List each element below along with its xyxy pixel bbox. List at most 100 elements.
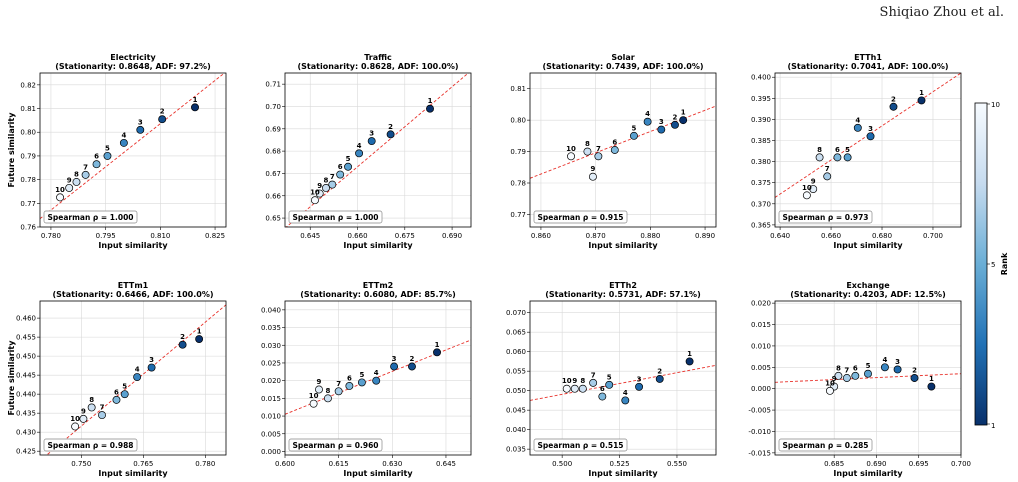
y-tick-label: 0.400 <box>751 74 771 82</box>
y-tick-label: 0.055 <box>506 368 526 376</box>
x-tick-label: 0.525 <box>610 460 630 468</box>
y-tick-label: 0.060 <box>506 348 526 356</box>
data-point-rank-6 <box>833 153 842 162</box>
y-tick-label: 0.70 <box>265 103 281 111</box>
y-tick-label: 0.015 <box>261 395 281 403</box>
point-label-rank-8: 8 <box>836 364 841 372</box>
point-label-rank-10: 10 <box>310 189 320 197</box>
panel-subtitle: (Stationarity: 0.7439, ADF: 100.0%) <box>542 62 703 71</box>
point-label-rank-8: 8 <box>325 387 330 395</box>
data-point-rank-9 <box>809 185 818 193</box>
point-label-rank-3: 3 <box>895 358 900 366</box>
point-label-rank-2: 2 <box>891 95 896 103</box>
data-point-rank-4 <box>355 149 364 158</box>
y-tick-label: 0.76 <box>20 224 36 232</box>
y-tick-label: 0.070 <box>506 309 526 317</box>
data-point-rank-3 <box>635 382 644 391</box>
data-point-rank-4 <box>133 373 142 381</box>
regression-line <box>40 73 226 220</box>
data-point-rank-3 <box>893 365 902 374</box>
data-point-rank-8 <box>72 178 81 186</box>
x-tick-label: 0.640 <box>770 232 790 240</box>
y-tick-label: 0.77 <box>20 200 36 208</box>
point-label-rank-5: 5 <box>122 383 127 391</box>
regression-line <box>530 364 716 401</box>
axes-frame <box>774 72 962 228</box>
x-tick-label: 0.870 <box>586 232 606 240</box>
point-label-rank-6: 6 <box>612 139 617 147</box>
regression-line <box>775 373 961 383</box>
data-point-rank-7 <box>328 180 337 189</box>
x-axis-label: Input similarity <box>588 469 658 478</box>
data-point-rank-7 <box>594 152 603 161</box>
point-label-rank-4: 4 <box>374 369 379 377</box>
point-label-rank-1: 1 <box>428 97 433 105</box>
data-point-rank-10 <box>567 152 575 161</box>
colorbar: 10 5 1 Rank <box>974 101 1009 430</box>
spearman-text: Spearman ρ = 0.285 <box>782 441 868 450</box>
x-tick-label: 0.890 <box>695 232 715 240</box>
point-label-rank-10: 10 <box>70 415 80 423</box>
point-label-rank-5: 5 <box>346 155 351 163</box>
point-label-rank-3: 3 <box>659 118 664 126</box>
panel-subtitle: (Stationarity: 0.6466, ADF: 100.0%) <box>52 290 213 299</box>
panel-title: ETTm1 <box>118 281 149 290</box>
x-tick-label: 0.675 <box>395 232 415 240</box>
data-point-rank-7 <box>334 387 343 396</box>
data-point-rank-6 <box>92 160 101 169</box>
spearman-text: Spearman ρ = 0.915 <box>537 213 623 222</box>
y-tick-label: 0.390 <box>751 116 771 124</box>
point-label-rank-9: 9 <box>832 375 837 383</box>
regression-line <box>530 105 716 179</box>
point-label-rank-3: 3 <box>868 125 873 133</box>
x-tick-label: 0.630 <box>382 460 402 468</box>
point-label-rank-5: 5 <box>105 144 110 152</box>
point-label-rank-7: 7 <box>330 173 335 181</box>
y-tick-label: 0.020 <box>751 300 771 308</box>
point-label-rank-3: 3 <box>392 355 397 363</box>
x-tick-label: 0.660 <box>821 232 841 240</box>
data-point-rank-5 <box>864 369 872 378</box>
y-tick-label: 0.025 <box>261 359 281 367</box>
data-point-rank-4 <box>853 123 862 132</box>
data-point-rank-10 <box>56 193 65 202</box>
point-label-rank-4: 4 <box>121 131 126 139</box>
y-tick-label: 0.65 <box>265 215 281 223</box>
x-tick-label: 0.600 <box>275 460 295 468</box>
data-point-rank-8 <box>322 183 330 192</box>
data-point-rank-4 <box>880 363 889 372</box>
data-point-rank-3 <box>136 125 145 134</box>
data-point-rank-6 <box>112 395 121 404</box>
panel-subtitle: (Stationarity: 0.7041, ADF: 100.0%) <box>787 62 948 71</box>
point-label-rank-9: 9 <box>81 407 86 415</box>
y-tick-label: 0.79 <box>510 148 526 156</box>
data-point-rank-6 <box>610 146 619 154</box>
point-label-rank-6: 6 <box>600 385 605 393</box>
data-point-rank-1 <box>917 96 926 105</box>
spearman-text: Spearman ρ = 0.515 <box>537 441 623 450</box>
point-label-rank-7: 7 <box>336 380 341 388</box>
y-tick-label: 0.395 <box>751 95 771 103</box>
panel-subtitle: (Stationarity: 0.6080, ADF: 85.7%) <box>300 290 455 299</box>
panel-etth2: 0.500 0.525 0.550 0.035 0.040 0.045 0.050 0.055… <box>506 281 717 478</box>
y-tick-label: 0.030 <box>261 342 281 350</box>
data-point-rank-10 <box>310 196 319 205</box>
panel-exchange: 0.685 0.690 0.695 0.700 -0.015 -0.010 -0.005 0.… <box>748 281 971 478</box>
x-tick-label: 0.690 <box>866 460 886 468</box>
panel-subtitle: (Stationarity: 0.5731, ADF: 57.1%) <box>545 290 700 299</box>
y-tick-label: 0.77 <box>510 211 526 219</box>
data-point-rank-1 <box>679 116 688 125</box>
data-point-rank-7 <box>589 378 598 387</box>
x-tick-label: 0.660 <box>347 232 367 240</box>
data-point-rank-1 <box>685 357 694 366</box>
point-label-rank-3: 3 <box>637 375 642 383</box>
point-label-rank-9: 9 <box>572 377 577 385</box>
panel-title: ETTh1 <box>854 53 882 62</box>
x-tick-label: 0.695 <box>909 460 929 468</box>
y-tick-label: 0.81 <box>20 105 36 113</box>
y-tick-label: 0.380 <box>751 158 771 166</box>
point-label-rank-4: 4 <box>135 366 140 374</box>
data-point-rank-8 <box>834 371 843 380</box>
data-point-rank-5 <box>605 380 614 389</box>
